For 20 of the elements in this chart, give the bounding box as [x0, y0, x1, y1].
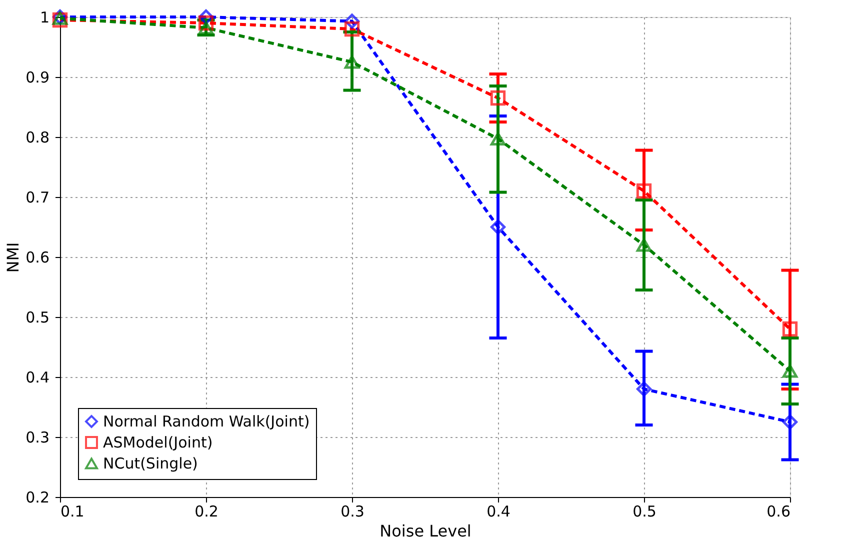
legend-label: ASModel(Joint): [103, 434, 213, 452]
y-axis-title: NMI: [4, 242, 23, 273]
y-tick-label: 0.4: [26, 368, 50, 386]
x-axis-title: Noise Level: [380, 522, 472, 540]
x-tick-label: 0.4: [486, 502, 510, 520]
legend-label: NCut(Single): [103, 454, 198, 472]
y-tick-label: 0.5: [26, 308, 50, 326]
x-tick-label: 0.5: [632, 502, 656, 520]
y-tick-label: 0.3: [26, 428, 50, 446]
x-tick-label: 0.3: [340, 502, 364, 520]
x-tick-label: 0.2: [194, 502, 218, 520]
y-tick-label: 0.7: [26, 188, 50, 206]
y-tick-label: 1: [40, 8, 50, 26]
legend-label: Normal Random Walk(Joint): [103, 412, 310, 430]
y-tick-label: 0.6: [26, 248, 50, 266]
x-tick-label: 0.1: [60, 502, 84, 520]
y-tick-label: 0.2: [26, 488, 50, 506]
y-tick-label: 0.9: [26, 68, 50, 86]
y-tick-label: 0.8: [26, 128, 50, 146]
x-tick-label: 0.6: [766, 502, 790, 520]
